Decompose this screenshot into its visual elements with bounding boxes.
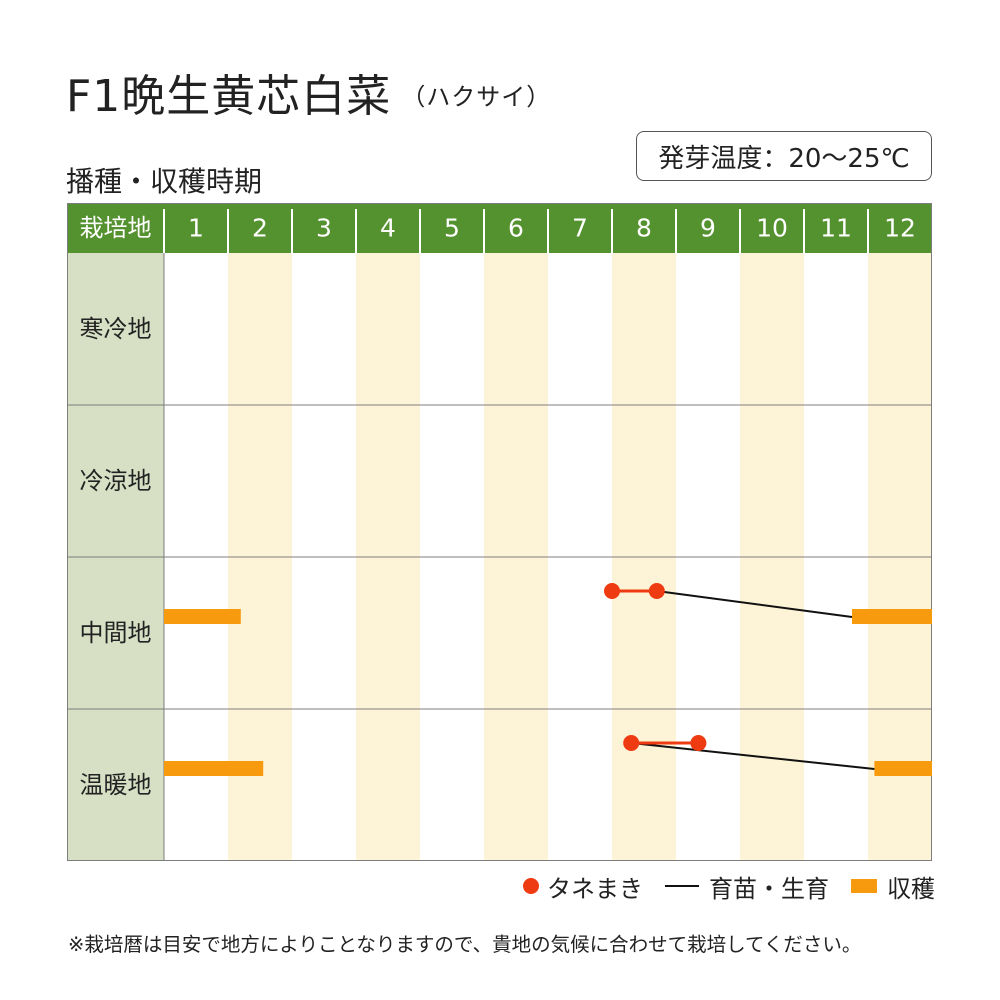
header-bar [67, 203, 932, 253]
month-label: 1 [188, 214, 204, 243]
month-label: 3 [316, 214, 332, 243]
title-main: F1晩生黄芯白菜 [66, 71, 392, 122]
region-label: 温暖地 [80, 771, 152, 799]
month-label: 10 [756, 214, 788, 243]
month-label: 9 [700, 214, 716, 243]
sowing-dot [604, 583, 620, 599]
sowing-dot [648, 583, 665, 599]
growing-line-icon [665, 885, 699, 887]
month-label: 4 [380, 214, 396, 243]
title-sub: （ハクサイ） [401, 83, 552, 111]
month-label: 7 [572, 214, 588, 243]
sowing-dot [623, 735, 640, 751]
page-title: F1晩生黄芯白菜 （ハクサイ） [66, 60, 551, 124]
germination-temperature-box: 発芽温度：20〜25℃ [636, 131, 932, 181]
month-label: 8 [636, 214, 652, 243]
region-label: 中間地 [80, 619, 152, 647]
legend-harvest: 収穫 [851, 869, 935, 904]
harvest-bar-icon [851, 879, 877, 893]
legend: タネまき 育苗・生育 収穫 [510, 869, 935, 904]
growing-line [631, 742, 875, 770]
legend-sowing-label: タネまき [547, 874, 643, 903]
month-label: 6 [508, 214, 524, 243]
month-label: 2 [252, 214, 268, 243]
growing-line [656, 590, 853, 618]
header-label: 栽培地 [80, 214, 152, 242]
month-label: 11 [820, 214, 852, 243]
sowing-dot-icon [523, 878, 539, 894]
region-label: 寒冷地 [80, 315, 152, 343]
footnote: ※栽培暦は目安で地方によりことなりますので、貴地の気候に合わせて栽培してください… [68, 933, 862, 956]
legend-growing-label: 育苗・生育 [709, 874, 829, 903]
region-label: 冷涼地 [80, 467, 152, 495]
harvest-bar [874, 761, 932, 776]
section-label: 播種・収穫時期 [66, 165, 263, 198]
harvest-bar [164, 761, 264, 776]
month-label: 12 [884, 214, 916, 243]
harvest-bar [164, 609, 241, 624]
harvest-bar [852, 609, 932, 624]
legend-harvest-label: 収穫 [887, 874, 935, 903]
chart-border [67, 203, 932, 861]
legend-sowing: タネまき [523, 869, 643, 904]
legend-growing: 育苗・生育 [665, 869, 829, 904]
month-label: 5 [444, 214, 460, 243]
sowing-dot [690, 735, 707, 751]
